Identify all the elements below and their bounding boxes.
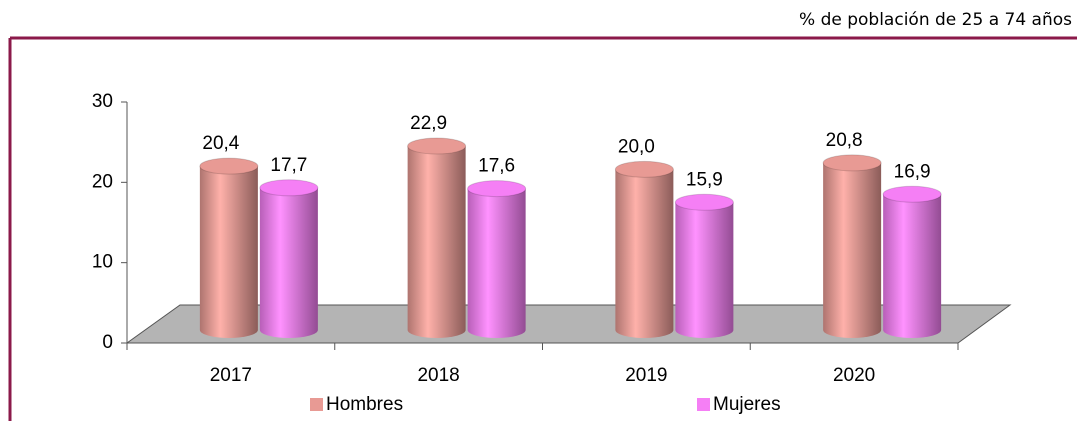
value-label: 20,8 (826, 130, 863, 151)
legend-label: Mujeres (713, 394, 781, 415)
value-label: 16,9 (894, 161, 931, 182)
x-tick-label: 2017 (210, 365, 252, 386)
bar (407, 146, 466, 338)
bar-top (614, 160, 674, 178)
bar (883, 194, 942, 338)
bar (467, 188, 526, 338)
bar-top (674, 193, 734, 211)
bar (259, 187, 318, 338)
legend-swatch (697, 398, 710, 411)
value-label: 15,9 (686, 169, 723, 190)
value-label: 20,0 (618, 136, 655, 157)
value-label: 22,9 (410, 113, 447, 134)
bar-top (199, 157, 259, 175)
bar (823, 162, 882, 338)
bar-top (259, 179, 319, 197)
x-tick-label: 2020 (833, 365, 875, 386)
x-tick-label: 2018 (417, 365, 459, 386)
y-tick-label: 0 (102, 332, 113, 353)
x-tick-label: 2019 (625, 365, 667, 386)
subtitle: % de población de 25 a 74 años (799, 10, 1072, 30)
value-label: 17,7 (270, 155, 307, 176)
bar (199, 166, 258, 338)
value-label: 20,4 (202, 133, 239, 154)
bar-top (467, 180, 527, 198)
bar (615, 169, 674, 338)
legend-label: Hombres (326, 394, 403, 415)
bar-top (882, 185, 942, 203)
y-tick-label: 30 (92, 91, 113, 112)
y-tick-label: 10 (92, 252, 113, 273)
value-label: 17,6 (478, 156, 515, 177)
y-tick-label: 20 (92, 171, 113, 192)
bar-top (407, 137, 467, 155)
bar (675, 202, 734, 338)
legend-swatch (310, 398, 323, 411)
bar-top (822, 154, 882, 172)
